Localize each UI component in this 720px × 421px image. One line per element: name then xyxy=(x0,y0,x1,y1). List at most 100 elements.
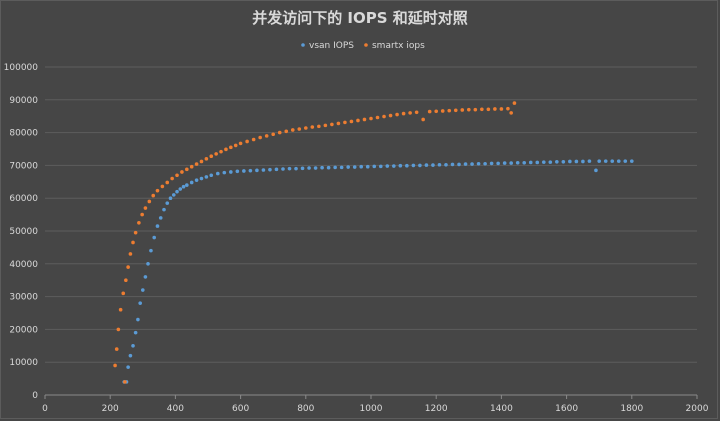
data-point xyxy=(352,165,357,169)
data-point xyxy=(365,164,370,169)
legend-marker xyxy=(364,43,368,47)
data-point xyxy=(489,161,494,166)
x-axis-ticks: 0 200 400 600 800 1000 1200 1400 1600 1800 2000 xyxy=(42,395,709,414)
data-point xyxy=(356,118,360,123)
data-point xyxy=(437,162,442,167)
data-point xyxy=(297,127,302,131)
data-point xyxy=(470,162,474,166)
data-point xyxy=(483,161,487,166)
data-point xyxy=(522,160,527,165)
data-point xyxy=(515,160,520,165)
x-tick-label: 1400 xyxy=(490,404,513,414)
data-point xyxy=(277,130,282,135)
data-point xyxy=(199,176,204,181)
y-tick-label: 50000 xyxy=(9,227,38,237)
data-point xyxy=(284,129,289,134)
data-point xyxy=(248,168,253,173)
data-point xyxy=(594,168,598,173)
data-point xyxy=(160,184,165,189)
data-point xyxy=(535,160,540,165)
data-point xyxy=(251,137,256,142)
legend: vsan IOPS smartx iops xyxy=(301,41,425,51)
data-point xyxy=(194,162,199,166)
legend-marker xyxy=(301,43,305,47)
data-point xyxy=(385,164,390,168)
x-tick-label: 1000 xyxy=(360,404,383,414)
y-tick-label: 10000 xyxy=(9,358,38,368)
data-point xyxy=(395,112,399,117)
data-point xyxy=(408,111,412,115)
data-point xyxy=(502,161,507,165)
data-point xyxy=(349,119,354,124)
data-point xyxy=(199,159,204,164)
data-point xyxy=(450,162,455,167)
data-point xyxy=(512,101,517,105)
data-point xyxy=(281,167,285,171)
data-point xyxy=(274,167,279,172)
data-point xyxy=(382,114,386,119)
data-point xyxy=(398,163,403,168)
data-point xyxy=(189,180,194,185)
data-point xyxy=(528,160,533,165)
data-point xyxy=(587,159,592,163)
data-point xyxy=(424,163,429,167)
data-point xyxy=(467,107,471,112)
data-point xyxy=(126,265,130,269)
data-point xyxy=(165,180,170,185)
data-point xyxy=(304,126,308,130)
data-point xyxy=(388,113,393,118)
data-point xyxy=(152,235,157,240)
legend-item: smartx iops xyxy=(364,41,425,51)
data-point xyxy=(209,173,214,178)
data-point xyxy=(245,139,249,144)
data-point xyxy=(453,108,458,113)
data-point xyxy=(219,149,223,154)
data-point xyxy=(623,159,628,163)
data-point xyxy=(155,188,160,193)
data-point xyxy=(418,163,422,168)
y-axis-ticks: 0 10000 20000 30000 40000 50000 60000 70000 8000… xyxy=(4,63,39,401)
data-point xyxy=(189,164,194,169)
data-point xyxy=(313,166,318,170)
data-point xyxy=(242,169,246,173)
data-point xyxy=(258,135,262,140)
data-point xyxy=(568,159,572,164)
data-point xyxy=(116,327,121,332)
data-point xyxy=(123,380,127,384)
data-point xyxy=(603,159,608,163)
data-point xyxy=(170,176,174,181)
data-point xyxy=(287,166,292,171)
data-point xyxy=(155,224,160,228)
x-tick-label: 1600 xyxy=(555,404,578,414)
data-point xyxy=(447,108,452,113)
data-point xyxy=(372,164,377,169)
data-point xyxy=(224,147,228,152)
legend-item: vsan IOPS xyxy=(301,41,354,51)
data-point xyxy=(168,196,173,200)
data-point xyxy=(427,109,432,114)
data-point xyxy=(214,152,218,156)
data-point xyxy=(581,159,585,164)
data-point xyxy=(124,278,128,283)
data-point xyxy=(149,248,153,253)
gridlines xyxy=(45,66,697,363)
y-tick-label: 80000 xyxy=(9,129,38,139)
data-point xyxy=(480,107,484,112)
data-point xyxy=(215,171,220,176)
data-point xyxy=(180,170,184,174)
data-point xyxy=(204,175,209,179)
data-point xyxy=(362,117,367,122)
data-point xyxy=(204,157,209,161)
data-point xyxy=(392,164,396,168)
data-point xyxy=(162,207,166,212)
data-point xyxy=(140,212,144,217)
data-point xyxy=(131,240,135,245)
data-point xyxy=(405,163,409,168)
data-point xyxy=(143,206,148,210)
x-tick-label: 1800 xyxy=(620,404,643,414)
series-points xyxy=(113,101,634,384)
data-point xyxy=(339,165,344,170)
y-tick-label: 70000 xyxy=(9,161,38,171)
